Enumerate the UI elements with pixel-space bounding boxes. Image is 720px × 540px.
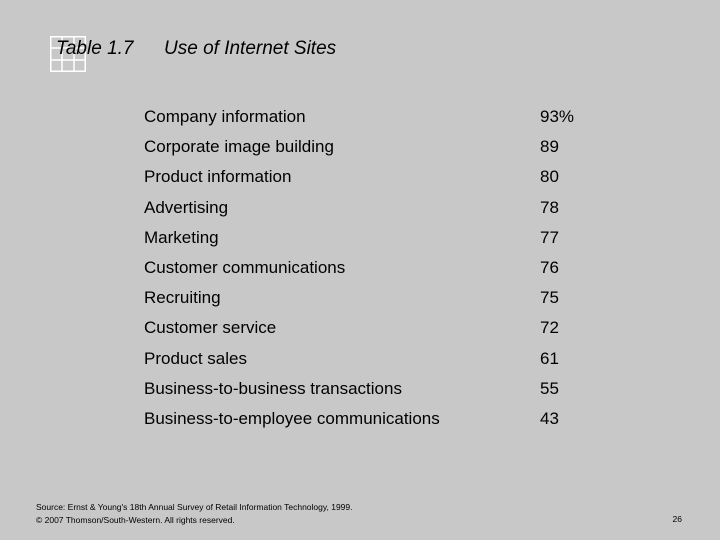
- row-value: 80: [540, 167, 559, 187]
- table-row: Customer service 72: [144, 315, 604, 345]
- row-value: 72: [540, 318, 559, 338]
- row-label: Business-to-employee communications: [144, 408, 440, 428]
- grid-decoration-icon: [50, 36, 86, 72]
- row-value: 93%: [540, 107, 575, 126]
- table-row: Advertising 78: [144, 195, 604, 225]
- row-value: 78: [540, 197, 559, 217]
- table-row: Marketing 77: [144, 225, 604, 255]
- source-note: Source: Ernst & Young's 18th Annual Surv…: [36, 502, 353, 512]
- row-label: Recruiting: [144, 288, 221, 308]
- table-number: Table 1.7: [56, 38, 134, 59]
- row-value: 55: [540, 378, 559, 398]
- table-row: Customer communications 76: [144, 255, 604, 285]
- copyright-note: © 2007 Thomson/South-Western. All rights…: [36, 515, 235, 525]
- row-value: 76: [540, 257, 559, 277]
- row-value: 89: [540, 137, 559, 157]
- table-row: Corporate image building 89: [144, 134, 604, 164]
- row-label: Business-to-business transactions: [144, 378, 402, 398]
- footer-notes: Source: Ernst & Young's 18th Annual Surv…: [36, 501, 352, 527]
- row-label: Customer service: [144, 318, 277, 338]
- table-row: Product information 80: [144, 164, 604, 194]
- table-row: Product sales 61: [144, 346, 604, 376]
- table-row: Company information 93%: [144, 104, 604, 134]
- table-row: Recruiting 75: [144, 285, 604, 315]
- row-value: 77: [540, 227, 559, 247]
- row-value: 75: [540, 288, 559, 308]
- row-label: Customer communications: [144, 257, 346, 277]
- page-title: Use of Internet Sites: [164, 38, 337, 59]
- row-value: 61: [540, 348, 559, 368]
- row-label: Product sales: [144, 348, 247, 368]
- row-label: Corporate image building: [144, 137, 334, 157]
- row-value: 43: [540, 408, 559, 428]
- row-label: Advertising: [144, 197, 229, 217]
- row-label: Marketing: [144, 227, 219, 247]
- row-label: Company information: [144, 107, 306, 126]
- table-row: Business-to-business transactions 55: [144, 376, 604, 406]
- data-table: Company information 93% Corporate image …: [144, 104, 604, 436]
- table-row: Business-to-employee communications 43: [144, 406, 604, 436]
- page-number: 26: [672, 514, 682, 524]
- row-label: Product information: [144, 167, 292, 187]
